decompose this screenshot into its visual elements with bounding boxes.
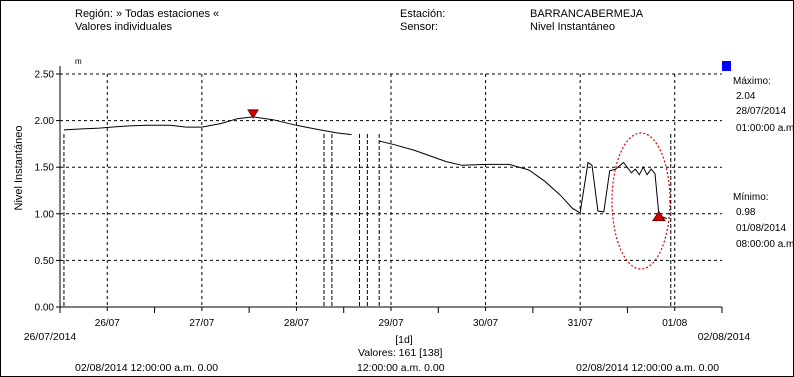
- grid-lines: [60, 73, 722, 308]
- min-marker: [652, 210, 666, 222]
- sensor-label: Sensor:: [400, 21, 438, 33]
- x-tick-label: 30/07: [473, 318, 498, 329]
- x-tick-label: 26/07: [95, 318, 120, 329]
- highlight-ellipse: [611, 132, 671, 270]
- max-marker: [247, 109, 259, 119]
- station-value: BARRANCABERMEJA: [530, 8, 644, 20]
- series-line: [63, 116, 667, 219]
- mode-label: Valores individuales: [75, 21, 173, 33]
- y-tick-label: 0.00: [35, 303, 55, 314]
- x-tick-label: 27/07: [189, 318, 214, 329]
- y-tick-label: 1.50: [35, 163, 55, 174]
- max-date: 28/07/2014: [736, 106, 786, 117]
- y-tick-label: 2.50: [35, 70, 55, 81]
- min-time: 08:00:00 a.m: [736, 239, 794, 250]
- min-value: 0.98: [736, 207, 756, 218]
- max-title: Máximo:: [733, 76, 771, 87]
- scroll-indicator[interactable]: [722, 61, 731, 71]
- x-tick-label: 31/07: [568, 318, 593, 329]
- sensor-value: Nivel Instantáneo: [530, 21, 615, 33]
- station-label: Estación:: [400, 8, 446, 20]
- y-tick-label: 0.50: [35, 256, 55, 267]
- region-label: Región: » Todas estaciones «: [75, 8, 220, 20]
- markers: [247, 109, 666, 222]
- y-tick-label: 1.00: [35, 209, 55, 220]
- values-count: Valores: 161 [138]: [358, 347, 443, 359]
- footer-right: 02/08/2014 12:00:00 a.m. 0.00: [576, 362, 720, 374]
- min-title: Mínimo:: [733, 192, 769, 203]
- x-tick-label: 28/07: [284, 318, 309, 329]
- axes: 0.00 0.50 1.00 1.50 2.00 2.50 26/07 27/07 28/07 2…: [35, 66, 723, 329]
- min-info-box: Mínimo: 0.98 01/08/2014 08:00:00 a.m: [733, 192, 794, 250]
- x-tick-label: 01/08: [662, 318, 687, 329]
- x-tick-label: 29/07: [378, 318, 403, 329]
- data-line: [63, 116, 667, 219]
- max-value: 2.04: [736, 91, 756, 102]
- min-date: 01/08/2014: [736, 223, 786, 234]
- x-interval-label: [1d]: [395, 334, 413, 346]
- y-unit-label: m: [75, 57, 82, 66]
- y-axis-label: Nivel Instantáneo: [13, 126, 25, 211]
- x-start-label: 26/07/2014: [24, 331, 77, 343]
- x-end-label: 02/08/2014: [698, 331, 751, 343]
- gap-lines: [63, 134, 672, 307]
- footer-center: 12:00:00 a.m. 0.00: [357, 362, 445, 374]
- max-info-box: Máximo: 2.04 28/07/2014 01:00:00 a.m: [733, 76, 794, 134]
- footer-left: 02/08/2014 12:00:00 a.m. 0.00: [75, 362, 219, 374]
- max-time: 01:00:00 a.m: [736, 123, 794, 134]
- y-tick-label: 2.00: [35, 116, 55, 127]
